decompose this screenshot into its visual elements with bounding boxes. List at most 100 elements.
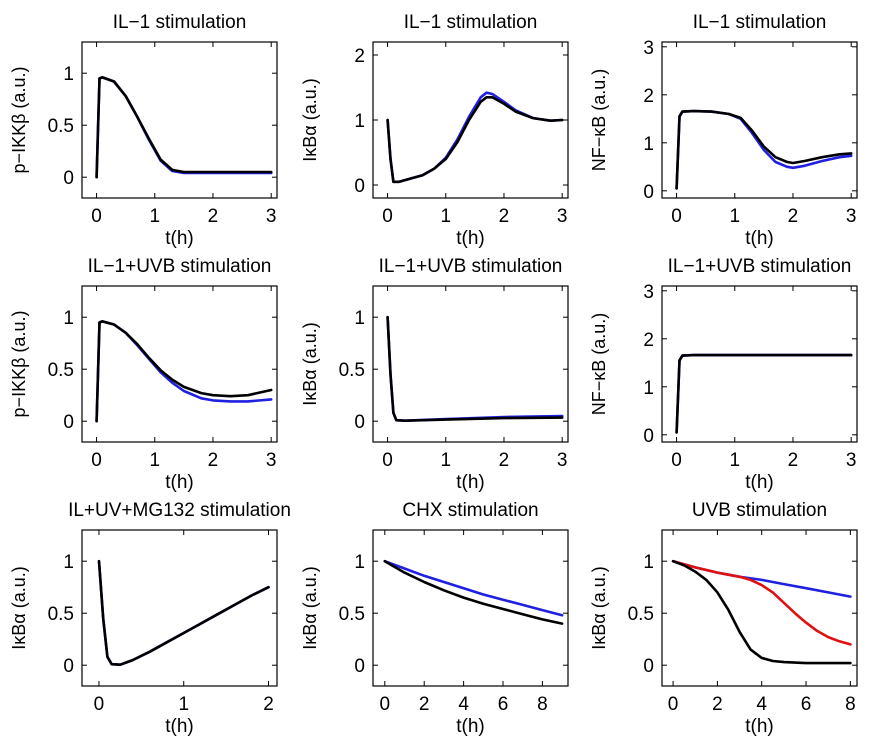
y-tick-label: 2 <box>354 46 365 67</box>
x-axis-label: t(h) <box>745 472 774 493</box>
x-tick-label: 0 <box>671 450 682 471</box>
x-axis-label: t(h) <box>165 716 194 737</box>
y-tick-label: 1 <box>63 64 74 85</box>
x-tick-label: 3 <box>846 450 857 471</box>
x-axis-label: t(h) <box>165 228 194 249</box>
x-tick-label: 8 <box>537 694 548 715</box>
series-line-blue <box>97 559 270 666</box>
y-tick-label: 0 <box>643 426 654 447</box>
x-tick-label: 2 <box>788 206 799 227</box>
x-tick-label: 6 <box>801 694 812 715</box>
x-tick-label: 0 <box>94 694 105 715</box>
y-tick-label: 2 <box>643 86 654 107</box>
y-tick-label: 1 <box>354 308 365 329</box>
series-line-black <box>95 320 273 423</box>
chart-title: CHX stimulation <box>402 500 538 521</box>
y-tick-label: 0.5 <box>339 604 365 625</box>
y-axis-label: IκBα (a.u.) <box>9 566 29 649</box>
y-tick-label: 0 <box>354 176 365 197</box>
x-tick-label: 3 <box>266 450 277 471</box>
x-tick-label: 2 <box>712 694 723 715</box>
x-tick-label: 2 <box>419 694 430 715</box>
x-tick-label: 1 <box>149 450 160 471</box>
x-tick-label: 2 <box>499 450 510 471</box>
x-axis-label: t(h) <box>456 472 485 493</box>
chart-title: IL−1+UVB stimulation <box>668 256 852 277</box>
chart-panel-9: 0 2 4 6 8 0 0.5 1 UVB stimulation t(h) IκBα (a.u.) <box>589 500 858 737</box>
series-line-black <box>675 353 853 434</box>
series-line-black <box>97 559 270 666</box>
x-tick-label: 1 <box>178 694 189 715</box>
y-axis-label: p−IKKβ (a.u.) <box>9 311 29 418</box>
series-line-blue <box>675 353 853 434</box>
y-tick-label: 1 <box>354 552 365 573</box>
x-axis-label: t(h) <box>456 716 485 737</box>
axes-frame <box>661 41 858 199</box>
x-tick-label: 2 <box>208 206 219 227</box>
y-tick-label: 0.5 <box>48 360 74 381</box>
x-tick-label: 2 <box>499 206 510 227</box>
x-tick-label: 3 <box>846 206 857 227</box>
x-axis-label: t(h) <box>745 716 774 737</box>
series-line-black <box>675 109 853 190</box>
chart-panel-7: 0 1 2 0 0.5 1 IL+UV+MG132 stimulation t(h) IκBα … <box>9 500 291 737</box>
x-tick-label: 0 <box>382 450 393 471</box>
x-axis-label: t(h) <box>165 472 194 493</box>
x-tick-label: 3 <box>266 206 277 227</box>
x-tick-label: 4 <box>458 694 469 715</box>
y-tick-label: 1 <box>643 134 654 155</box>
y-tick-label: 0.5 <box>339 360 365 381</box>
chart-panel-3: 0 1 2 3 0 1 2 3 IL−1 stimulation t(h) NF−κB (a.u.) <box>589 12 858 249</box>
series-line-blue <box>675 109 853 190</box>
x-tick-label: 8 <box>845 694 856 715</box>
y-tick-label: 3 <box>643 282 654 303</box>
y-tick-label: 0 <box>643 182 654 203</box>
y-tick-label: 0 <box>63 168 74 189</box>
y-tick-label: 0 <box>63 412 74 433</box>
x-tick-label: 0 <box>671 206 682 227</box>
series-line-black <box>383 559 564 625</box>
axes-frame <box>81 285 278 443</box>
series-line-blue <box>95 320 273 423</box>
series-line-blue <box>383 559 564 617</box>
x-tick-label: 0 <box>91 206 102 227</box>
x-tick-label: 4 <box>756 694 767 715</box>
x-tick-label: 0 <box>91 450 102 471</box>
y-axis-label: IκBα (a.u.) <box>589 566 609 649</box>
series-line-blue <box>386 91 564 184</box>
x-axis-label: t(h) <box>456 228 485 249</box>
x-tick-label: 0 <box>668 694 679 715</box>
y-tick-label: 0 <box>354 412 365 433</box>
chart-title: IL−1+UVB stimulation <box>88 256 272 277</box>
series-line-red <box>671 559 852 646</box>
x-axis-label: t(h) <box>745 228 774 249</box>
y-tick-label: 3 <box>643 38 654 59</box>
axes-frame <box>372 285 569 443</box>
x-tick-label: 1 <box>729 450 740 471</box>
x-tick-label: 2 <box>208 450 219 471</box>
y-tick-label: 0 <box>643 656 654 677</box>
chart-panel-8: 0 2 4 6 8 0 0.5 1 CHX stimulation t(h) IκBα (a.u.) <box>300 500 569 737</box>
chart-title: UVB stimulation <box>692 500 827 521</box>
chart-title: IL−1 stimulation <box>113 12 247 33</box>
chart-title: IL−1 stimulation <box>693 12 827 33</box>
series-line-blue <box>671 559 852 598</box>
y-tick-label: 0.5 <box>628 604 654 625</box>
chart-panel-6: 0 1 2 3 0 1 2 3 IL−1+UVB stimulation t(h) NF−κB (a… <box>589 256 858 493</box>
x-tick-label: 3 <box>557 450 568 471</box>
series-line-black <box>95 76 273 179</box>
chart-panel-4: 0 1 2 3 0 0.5 1 IL−1+UVB stimulation t(h) p−IKKβ … <box>9 256 278 493</box>
chart-title: IL−1+UVB stimulation <box>379 256 563 277</box>
chart-panel-2: 0 1 2 3 0 1 2 IL−1 stimulation t(h) IκBα (a.u.) <box>300 12 569 249</box>
y-tick-label: 1 <box>63 552 74 573</box>
y-tick-label: 1 <box>354 111 365 132</box>
x-tick-label: 0 <box>382 206 393 227</box>
y-tick-label: 0 <box>354 656 365 677</box>
y-tick-label: 1 <box>63 308 74 329</box>
series-line-blue <box>386 315 564 422</box>
series-line-black <box>386 315 564 422</box>
x-tick-label: 3 <box>557 206 568 227</box>
y-axis-label: NF−κB (a.u.) <box>589 313 609 416</box>
axes-frame <box>372 529 569 687</box>
y-axis-label: IκBα (a.u.) <box>300 322 320 405</box>
